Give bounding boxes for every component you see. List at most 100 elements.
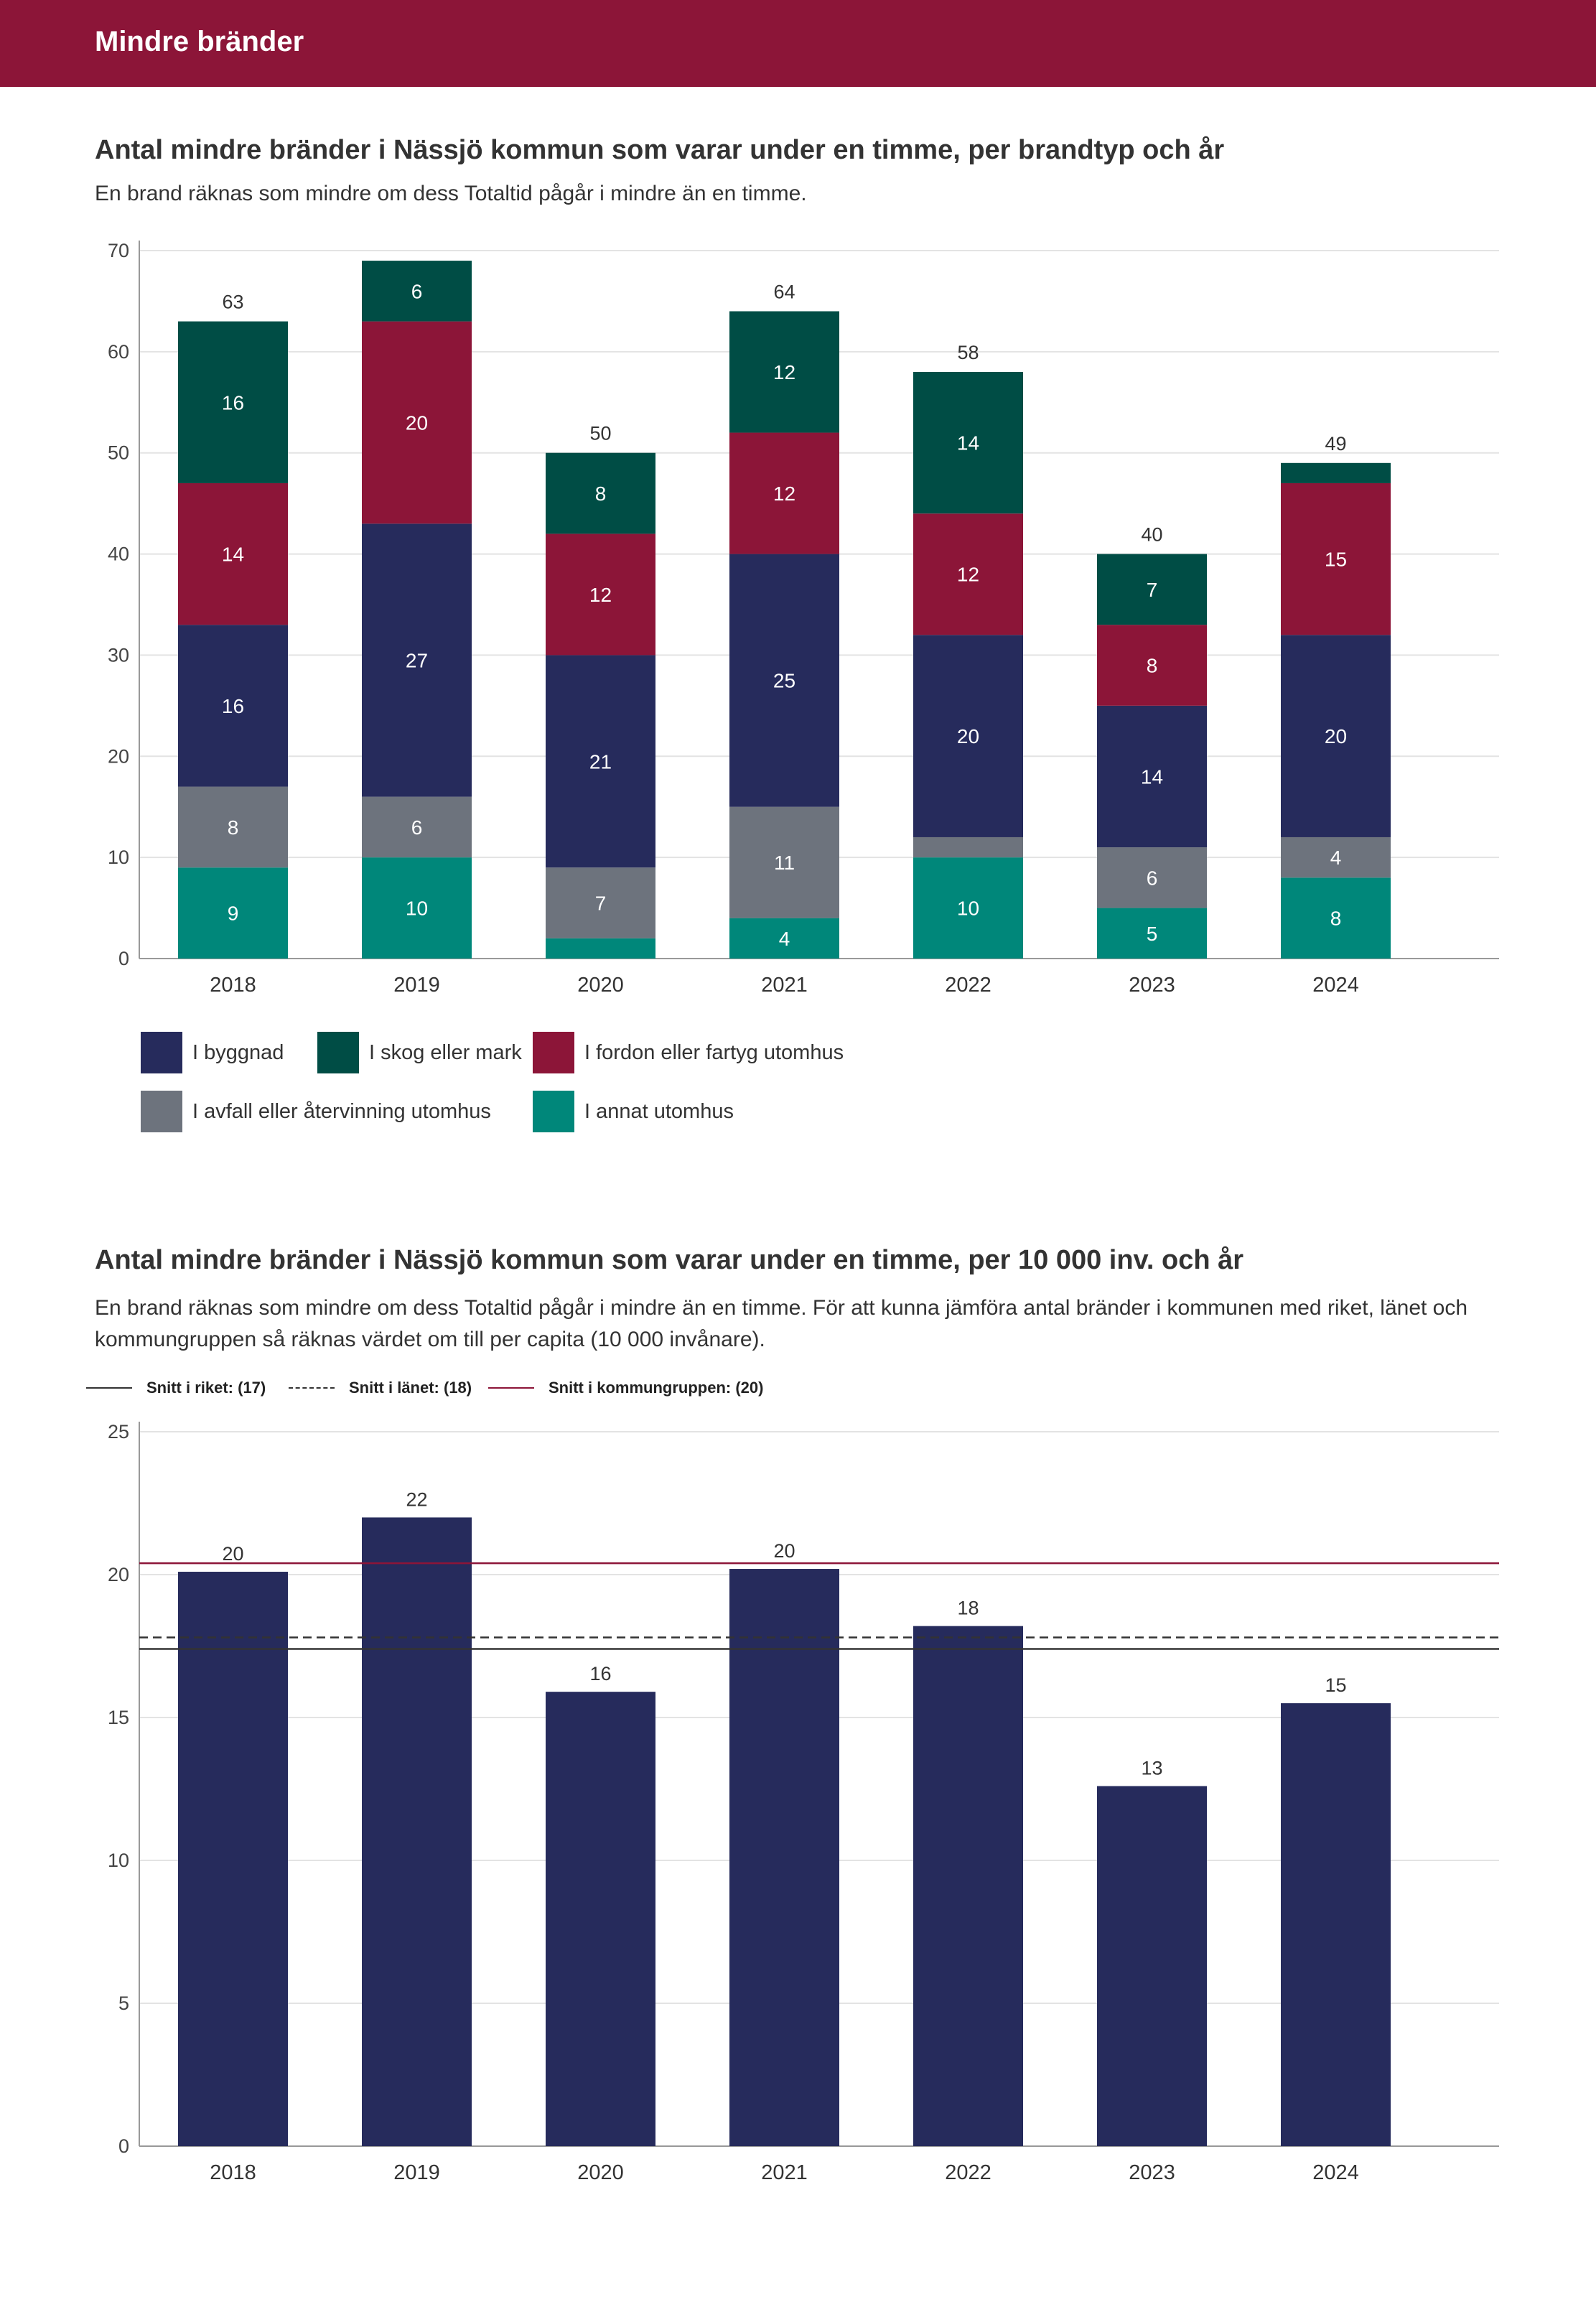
bar-segment: [546, 533, 655, 656]
segment-value-label: 9: [228, 903, 239, 925]
segment-value-label: 11: [774, 852, 795, 874]
bar-value-label: 20: [222, 1543, 243, 1565]
legend-item: I skog eller mark: [317, 1031, 522, 1074]
segment-value-label: 6: [411, 816, 423, 839]
bar-segment: [913, 513, 1023, 635]
y-tick-label: 40: [108, 544, 129, 565]
segment-value-label: 8: [595, 483, 607, 505]
bar-segment: [1281, 462, 1391, 483]
y-tick-label: 25: [108, 1421, 129, 1443]
segment-value-label: 16: [222, 391, 244, 414]
chart2-title: Antal mindre bränder i Nässjö kommun som…: [95, 1245, 1244, 1275]
bar-value-label: 15: [1325, 1674, 1346, 1696]
bar-segment: [729, 554, 839, 807]
bar-segment: [178, 867, 288, 959]
y-tick-label: 0: [118, 2135, 129, 2157]
header-banner: Mindre bränder: [0, 0, 1596, 87]
legend-label: I avfall eller återvinning utomhus: [192, 1099, 491, 1123]
bar: [913, 1626, 1023, 2146]
segment-value-label: 15: [1325, 549, 1347, 571]
segment-value-label: 14: [1141, 765, 1163, 788]
y-tick-label: 30: [108, 644, 129, 666]
bar: [729, 1569, 839, 2146]
bar-segment: [1281, 836, 1391, 878]
x-tick-label: 2024: [1312, 974, 1359, 997]
bar-segment: [362, 261, 472, 322]
x-tick-label: 2024: [1312, 2161, 1359, 2184]
segment-value-label: 4: [1330, 847, 1342, 869]
bar-segment: [1097, 908, 1207, 959]
legend-swatch: [533, 1091, 574, 1132]
bar-segment: [1097, 554, 1207, 625]
bar-segment: [1097, 847, 1207, 908]
legend-swatch: [533, 1032, 574, 1073]
y-tick-label: 60: [108, 341, 129, 363]
y-tick-label: 5: [118, 1993, 129, 2014]
segment-value-label: 8: [228, 816, 239, 839]
bar-segment: [913, 372, 1023, 514]
segment-value-label: 25: [773, 670, 795, 692]
bar-segment: [1097, 705, 1207, 848]
bar-segment: [362, 523, 472, 797]
bar-segment: [546, 938, 655, 959]
x-tick-label: 2022: [945, 2161, 991, 2184]
x-tick-label: 2019: [393, 2161, 440, 2184]
x-tick-label: 2020: [577, 2161, 624, 2184]
bar-segment: [362, 321, 472, 524]
bar-segment: [729, 432, 839, 554]
reference-legend-label: Snitt i länet: (18): [349, 1379, 472, 1397]
bar-segment: [1281, 635, 1391, 837]
y-tick-label: 70: [108, 240, 129, 261]
segment-value-label: 6: [1147, 867, 1158, 889]
segment-value-label: 20: [1325, 725, 1347, 747]
bar-segment: [913, 635, 1023, 837]
bar-segment: [913, 857, 1023, 959]
chart1-title: Antal mindre bränder i Nässjö kommun som…: [95, 135, 1225, 165]
segment-value-label: 10: [406, 898, 428, 920]
legend-label: I byggnad: [192, 1040, 284, 1064]
stacked-bar-chart: 0102030405060709816141663201810627206201…: [108, 240, 1499, 997]
segment-value-label: 20: [957, 725, 979, 747]
legend-label: I fordon eller fartyg utomhus: [584, 1040, 844, 1064]
bar-segment: [1281, 877, 1391, 959]
bar: [1097, 1786, 1207, 2146]
y-tick-label: 0: [118, 948, 129, 969]
bar: [178, 1572, 288, 2146]
segment-value-label: 7: [1147, 579, 1158, 601]
segment-value-label: 27: [406, 649, 428, 671]
x-tick-label: 2018: [210, 2161, 256, 2184]
bar-value-label: 22: [406, 1488, 427, 1510]
y-tick-label: 10: [108, 1850, 129, 1871]
y-tick-label: 50: [108, 442, 129, 464]
bar: [546, 1692, 655, 2146]
bar-segment: [1281, 483, 1391, 635]
x-tick-label: 2021: [761, 974, 808, 997]
segment-value-label: 5: [1147, 923, 1158, 945]
bar-total-label: 40: [1141, 524, 1162, 546]
bar-segment: [178, 483, 288, 625]
y-tick-label: 15: [108, 1707, 129, 1728]
segment-value-label: 4: [779, 928, 790, 950]
bar-segment: [729, 311, 839, 433]
segment-value-label: 14: [222, 544, 244, 566]
segment-value-label: 12: [957, 564, 979, 586]
reference-legend-label: Snitt i kommungruppen: (20): [549, 1379, 764, 1397]
segment-value-label: 7: [595, 892, 607, 915]
legend-swatch: [141, 1091, 182, 1132]
segment-value-label: 10: [957, 898, 979, 920]
legend-label: I skog eller mark: [369, 1040, 522, 1064]
y-tick-label: 10: [108, 847, 129, 868]
bar-segment: [729, 806, 839, 918]
bar-segment: [362, 796, 472, 858]
segment-value-label: 12: [773, 483, 795, 505]
chart2-subtitle: En brand räknas som mindre om dess Total…: [95, 1296, 1468, 1351]
legend-swatch: [317, 1032, 359, 1073]
reference-legend-item: Snitt i riket: (17): [86, 1370, 266, 1406]
reference-legend-item: Snitt i kommungruppen: (20): [488, 1370, 763, 1406]
reference-legend-item: Snitt i länet: (18): [289, 1370, 472, 1406]
bar-segment: [546, 452, 655, 534]
y-tick-label: 20: [108, 745, 129, 767]
bar-total-label: 50: [589, 423, 611, 444]
bar-segment: [178, 625, 288, 787]
x-tick-label: 2020: [577, 974, 624, 997]
